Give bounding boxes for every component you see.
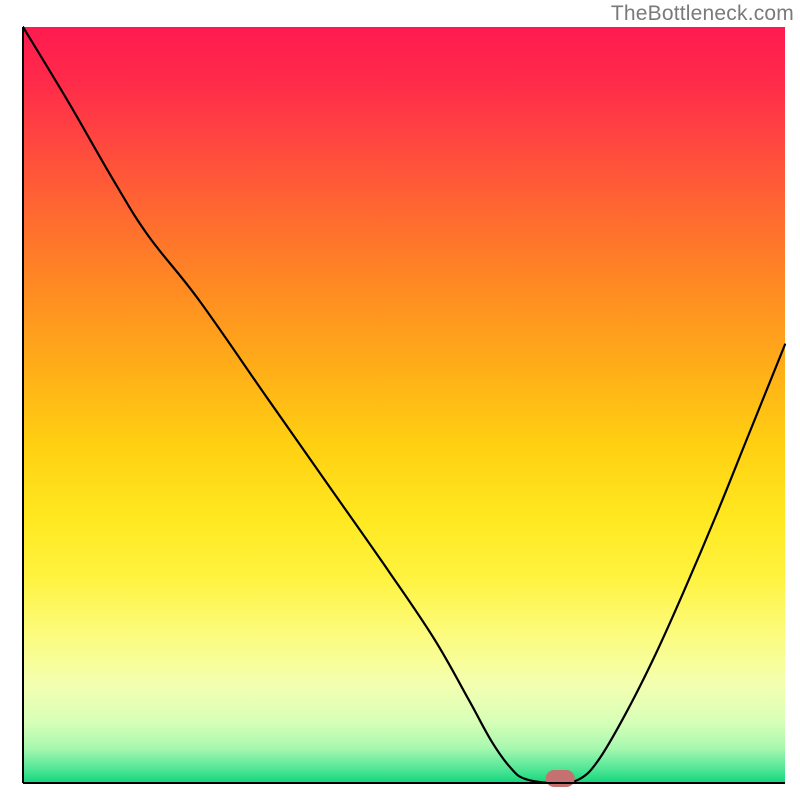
chart-container: TheBottleneck.com	[0, 0, 800, 800]
bottleneck-chart	[0, 0, 800, 800]
watermark-text: TheBottleneck.com	[611, 2, 794, 26]
optimal-point-marker	[546, 770, 574, 786]
gradient-background	[24, 27, 785, 782]
